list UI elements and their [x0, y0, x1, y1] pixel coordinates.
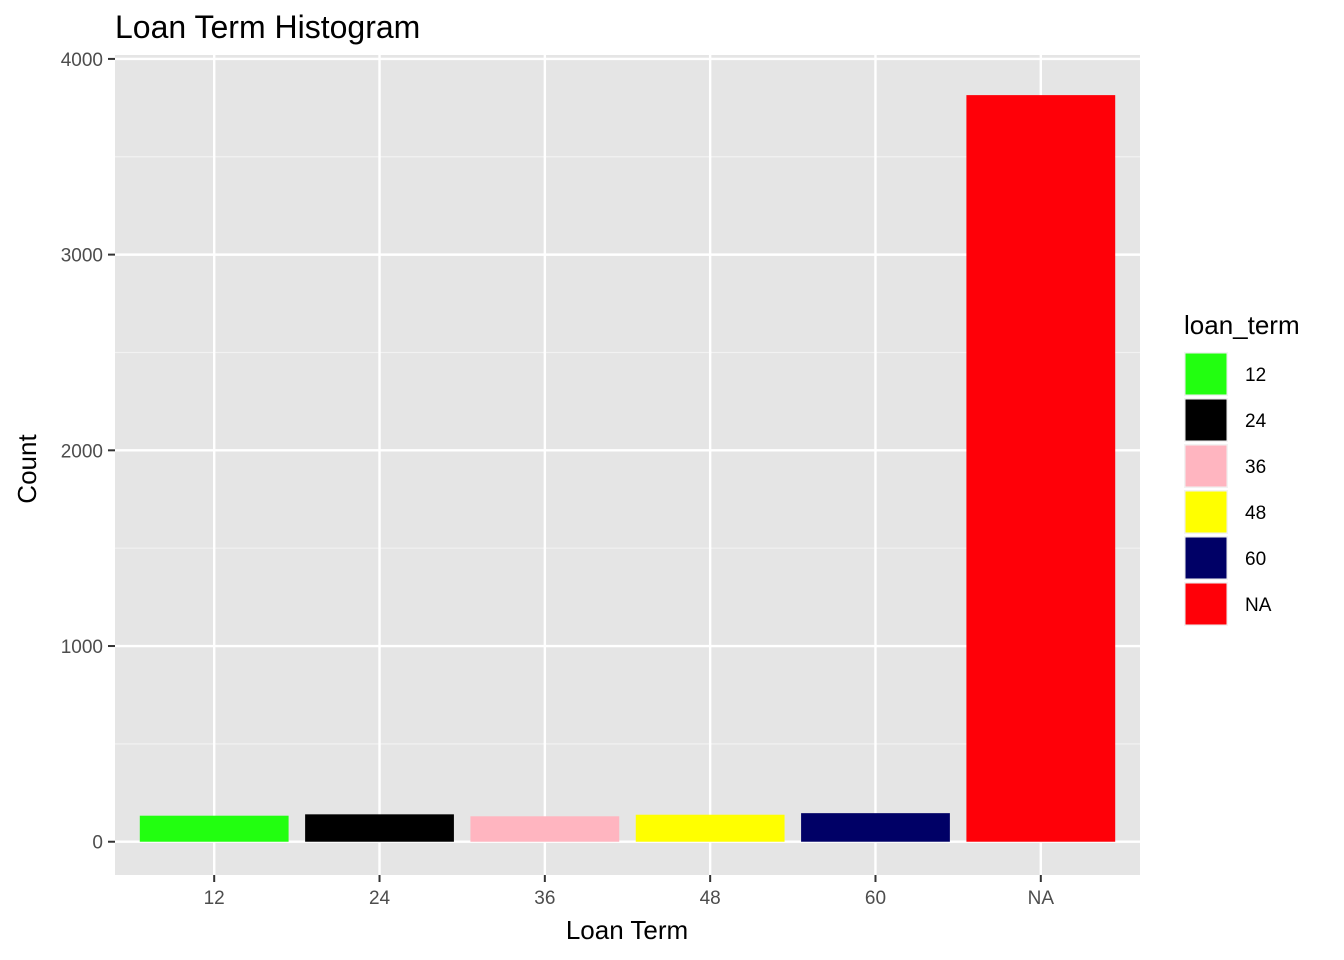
y-tick-label: 4000 [61, 50, 103, 71]
legend-swatch-24 [1185, 399, 1227, 441]
y-tick-label: 2000 [61, 441, 103, 462]
legend-swatch-12 [1185, 353, 1227, 395]
legend-swatch-60 [1185, 537, 1227, 579]
chart-title: Loan Term Histogram [115, 9, 420, 45]
x-tick-label: 36 [534, 888, 555, 909]
legend: loan_term 12 24 36 48 60 NA [1184, 310, 1300, 626]
legend-label: 24 [1245, 411, 1267, 432]
legend-title: loan_term [1184, 310, 1300, 340]
x-tick-label: 60 [865, 888, 886, 909]
x-axis-title: Loan Term [566, 915, 688, 945]
x-tick-label: 48 [700, 888, 721, 909]
bars [139, 95, 1116, 842]
x-axis: 12 24 36 48 60 NA [204, 875, 1055, 909]
legend-swatch-na [1185, 583, 1227, 625]
bar-48 [635, 814, 785, 842]
bar-12 [139, 815, 289, 842]
legend-label: 36 [1245, 457, 1266, 478]
legend-label: 48 [1245, 503, 1266, 524]
x-tick-label: 24 [369, 888, 391, 909]
y-tick-label: 3000 [61, 246, 103, 267]
legend-label: 12 [1245, 365, 1266, 386]
legend-label: 60 [1245, 549, 1266, 570]
x-tick-label: NA [1028, 888, 1055, 909]
legend-items: 12 24 36 48 60 NA [1184, 352, 1272, 626]
bar-60 [801, 813, 950, 842]
y-axis-title: Count [12, 434, 42, 504]
y-tick-label: 1000 [61, 637, 103, 658]
x-tick-label: 12 [204, 888, 225, 909]
y-axis: 0 1000 2000 3000 4000 [61, 50, 115, 854]
legend-swatch-48 [1185, 491, 1227, 533]
bar-36 [470, 816, 620, 842]
legend-label: NA [1245, 595, 1272, 616]
legend-swatch-36 [1185, 445, 1227, 487]
bar-na [966, 95, 1116, 842]
y-tick-label: 0 [92, 833, 103, 854]
bar-24 [305, 814, 454, 842]
